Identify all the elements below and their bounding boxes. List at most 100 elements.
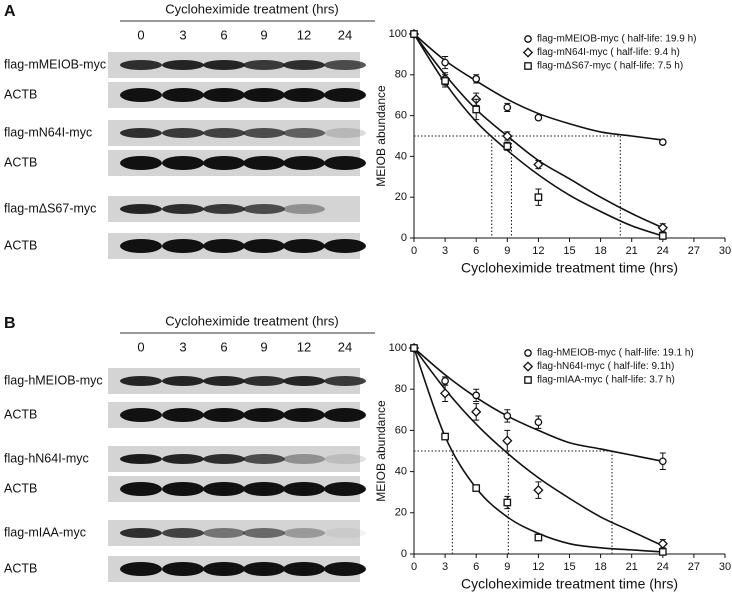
- blot-band: [120, 88, 162, 102]
- blot-band: [243, 562, 285, 576]
- panel-label: B: [4, 315, 16, 332]
- marker: [441, 377, 449, 385]
- blot-band: [283, 88, 325, 102]
- blot-band: [162, 408, 204, 422]
- blot-band: [162, 454, 204, 464]
- blot-row-label: ACTB: [4, 87, 37, 101]
- blot-band: [243, 88, 285, 102]
- blot-band: [324, 128, 366, 138]
- y-tick-label: 60: [395, 424, 407, 436]
- marker: [502, 435, 513, 446]
- blot-band: [283, 482, 325, 496]
- marker: [524, 376, 532, 384]
- marker: [534, 113, 543, 122]
- blot-row-label: flag-mIAA-myc: [4, 525, 86, 539]
- legend-label: flag-hN64I-myc ( half-life: 9.1h): [537, 361, 674, 372]
- x-tick-label: 6: [473, 245, 479, 257]
- blot-band: [120, 156, 162, 170]
- blot-header: Cycloheximide treatment (hrs): [165, 313, 338, 328]
- blot-row-label: ACTB: [4, 407, 37, 421]
- marker: [503, 103, 512, 112]
- blot-band: [283, 528, 325, 538]
- blot-band: [283, 128, 325, 138]
- lane-label: 0: [137, 339, 144, 354]
- marker: [658, 457, 667, 466]
- x-tick-label: 6: [473, 561, 479, 573]
- blot-band: [243, 408, 285, 422]
- x-tick-label: 30: [719, 561, 731, 573]
- marker: [522, 361, 534, 372]
- blot-band: [162, 204, 204, 214]
- blot-band: [162, 60, 204, 70]
- blot-row-label: flag-mN64I-myc: [4, 125, 92, 139]
- lane-label: 12: [297, 339, 311, 354]
- blot-row-label: ACTB: [4, 481, 37, 495]
- blot-band: [203, 156, 245, 170]
- marker: [410, 344, 418, 352]
- marker: [658, 548, 667, 556]
- blot-band: [243, 60, 285, 70]
- x-tick-label: 24: [657, 245, 669, 257]
- blot-band: [120, 562, 162, 576]
- blot-band: [120, 528, 162, 538]
- blot-band: [203, 128, 245, 138]
- blot-band: [162, 128, 204, 138]
- blot-band: [203, 408, 245, 422]
- marker: [524, 35, 532, 43]
- marker: [503, 412, 512, 420]
- blot-band: [243, 376, 285, 386]
- marker: [657, 222, 668, 233]
- blot-band: [203, 482, 245, 496]
- fit-curve: [413, 347, 664, 547]
- y-axis-label: MEIOB abundance: [374, 400, 388, 502]
- marker: [472, 105, 481, 114]
- blot-band: [324, 482, 366, 496]
- marker: [533, 485, 544, 496]
- blot-band: [283, 156, 325, 170]
- blot-row-label: ACTB: [4, 238, 37, 252]
- y-tick-label: 80: [395, 383, 407, 395]
- x-axis-label: Cycloheximide treatment time (hrs): [461, 260, 678, 276]
- x-axis-label: Cycloheximide treatment time (hrs): [461, 576, 678, 592]
- blot-band: [324, 156, 366, 170]
- x-tick-label: 9: [504, 561, 510, 573]
- marker: [472, 484, 481, 492]
- x-tick-label: 9: [504, 245, 510, 257]
- y-tick-label: 0: [401, 548, 407, 560]
- x-tick-label: 21: [626, 561, 638, 573]
- x-tick-label: 0: [411, 561, 417, 573]
- y-tick-label: 60: [395, 110, 407, 122]
- blot-band: [243, 239, 285, 253]
- panel-label: A: [4, 3, 16, 20]
- blot-band: [283, 454, 325, 464]
- x-tick-label: 18: [594, 245, 606, 257]
- blot-band: [324, 454, 366, 464]
- blot-band: [324, 562, 366, 576]
- x-tick-label: 3: [442, 245, 448, 257]
- blot-band: [243, 204, 285, 214]
- lane-label: 9: [260, 339, 267, 354]
- blot-band: [120, 128, 162, 138]
- blot-band: [243, 156, 285, 170]
- marker: [503, 142, 512, 151]
- blot-band: [120, 408, 162, 422]
- fit-curve: [413, 347, 663, 463]
- blot-band: [162, 562, 204, 576]
- y-tick-label: 40: [395, 150, 407, 162]
- x-tick-label: 18: [594, 561, 606, 573]
- blot-row-label: ACTB: [4, 561, 37, 575]
- blot-band: [324, 528, 366, 538]
- blot-band: [283, 204, 325, 214]
- blot-band: [203, 454, 245, 464]
- x-tick-label: 21: [626, 245, 638, 257]
- fit-curve: [413, 33, 664, 237]
- fit-curve: [413, 347, 663, 553]
- marker: [441, 77, 449, 85]
- blot-band: [324, 376, 366, 386]
- blot-band: [120, 239, 162, 253]
- y-tick-label: 100: [389, 28, 407, 40]
- marker: [439, 388, 451, 399]
- blot-band: [203, 376, 245, 386]
- x-tick-label: 12: [532, 245, 544, 257]
